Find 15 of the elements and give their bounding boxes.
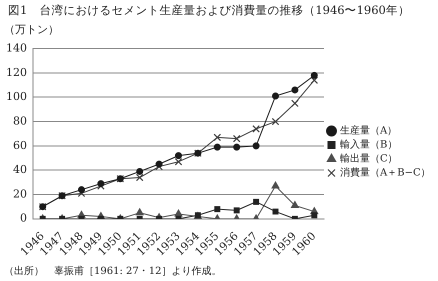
y-tick-label: 0 — [20, 212, 27, 225]
legend-label: 生産量（A） — [340, 124, 398, 137]
legend-label: 輸出量（C） — [340, 152, 398, 165]
y-tick-label: 60 — [12, 138, 27, 152]
y-tick-label: 140 — [6, 41, 27, 54]
y-axis-title: （万トン） — [4, 22, 59, 37]
y-tick-label: 120 — [6, 66, 27, 79]
y-tick-label: 40 — [12, 163, 27, 176]
chart-title: 図1 台湾におけるセメント生産量および消費量の推移（1946〜1960年） — [8, 3, 410, 18]
y-tick-label: 80 — [12, 114, 27, 128]
y-tick-label: 100 — [6, 90, 27, 104]
y-tick-label: 20 — [12, 187, 27, 200]
legend-label: 輸入量（B） — [340, 138, 398, 151]
text: （出所） 辜振甫［1961: 27・12］より作成。 — [4, 264, 222, 278]
legend-label: 消費量（A＋B−C） — [340, 166, 431, 179]
